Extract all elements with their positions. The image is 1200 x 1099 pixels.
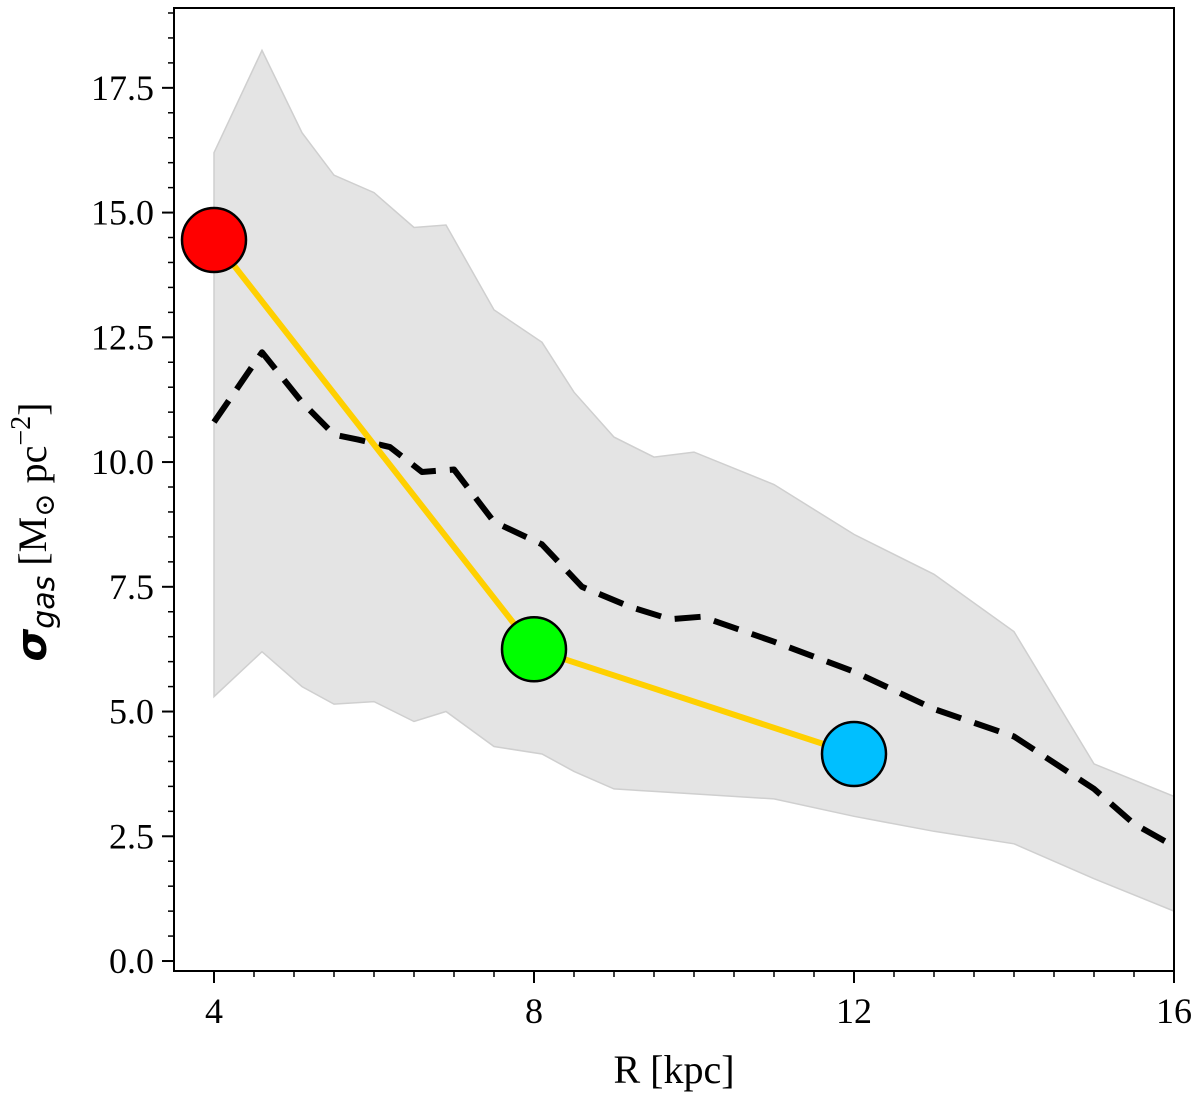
spread-band bbox=[213, 48, 1175, 913]
y-tick-label-10: 10.0 bbox=[91, 442, 154, 482]
data-point-1 bbox=[180, 206, 248, 274]
data-point-3 bbox=[820, 720, 888, 788]
y-tick-label-2.5: 2.5 bbox=[109, 816, 154, 856]
dashed-median-line bbox=[211, 349, 1176, 849]
y-axis-label-exponent: −2 bbox=[6, 416, 37, 446]
x-tick-label-12: 12 bbox=[836, 991, 872, 1031]
data-point-2 bbox=[500, 615, 568, 683]
x-tick-label-8: 8 bbox=[525, 991, 543, 1031]
y-axis-label-unit: pc bbox=[10, 446, 55, 494]
y-axis-label-sun: ⊙ bbox=[30, 493, 61, 516]
y-tick-label-15: 15.0 bbox=[91, 193, 154, 233]
plot-area bbox=[180, 48, 1176, 913]
y-axis-label-close: ] bbox=[10, 402, 55, 415]
y-tick-label-0: 0.0 bbox=[109, 941, 154, 981]
y-tick-label-7.5: 7.5 bbox=[109, 567, 154, 607]
y-axis-label-subscript: gas bbox=[27, 576, 62, 629]
y-tick-label-17.5: 17.5 bbox=[91, 68, 154, 108]
y-axis-label: σgas [M⊙ pc−2] bbox=[6, 402, 62, 661]
x-axis-label: R [kpc] bbox=[613, 1047, 734, 1092]
y-tick-label-12.5: 12.5 bbox=[91, 317, 154, 357]
y-axis-label-symbol: σ bbox=[7, 629, 56, 662]
axes-frame bbox=[173, 7, 1175, 972]
axes: 4 8 12 16 0.0 2.5 5.0 7.5 10.0 12.5 15.0 17.5 bbox=[91, 7, 1192, 1031]
y-tick-label-5: 5.0 bbox=[109, 692, 154, 732]
y-axis-label-open: [M bbox=[10, 517, 55, 576]
x-tick-label-4: 4 bbox=[205, 991, 223, 1031]
x-tick-label-16: 16 bbox=[1156, 991, 1192, 1031]
